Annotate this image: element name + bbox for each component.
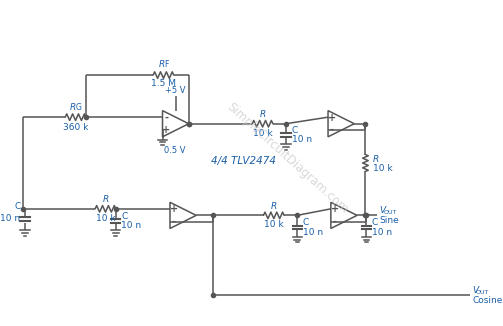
Text: C: C [292,126,298,135]
Text: OUT: OUT [383,210,396,215]
Text: 10 n: 10 n [0,214,20,223]
Text: 10 k: 10 k [96,214,115,223]
Text: -: - [332,216,337,226]
Text: V: V [379,206,386,215]
Text: R: R [158,60,164,69]
Text: 10 k: 10 k [373,164,392,173]
Text: R: R [373,155,379,164]
Text: V: V [472,286,478,295]
Text: C: C [372,218,378,227]
Text: SimpleCircuitDiagram.com: SimpleCircuitDiagram.com [224,100,351,216]
Text: -: - [330,125,334,135]
Text: Cosine: Cosine [472,296,502,305]
Text: R: R [260,110,266,119]
Text: -: - [172,216,176,226]
Text: C: C [303,218,309,227]
Text: 1.5 M: 1.5 M [151,79,176,88]
Text: OUT: OUT [476,289,489,295]
Text: R: R [271,201,277,211]
Text: +: + [170,204,178,215]
Text: R: R [102,195,109,204]
Text: 0.5 V: 0.5 V [164,146,186,156]
Text: 10 k: 10 k [253,128,273,138]
Text: 10 n: 10 n [372,228,392,237]
Text: +5 V: +5 V [165,86,186,96]
Text: -: - [164,113,168,123]
Text: C: C [14,202,20,212]
Text: R: R [69,103,76,112]
Text: +: + [330,204,339,215]
Text: C: C [121,212,128,221]
Text: F: F [164,60,169,69]
Text: 10 k: 10 k [264,220,284,229]
Text: +: + [162,125,171,135]
Text: 10 n: 10 n [292,135,312,144]
Text: 10 n: 10 n [303,228,323,237]
Text: 4/4 TLV2474: 4/4 TLV2474 [211,156,276,166]
Text: +: + [328,113,336,123]
Text: G: G [75,103,81,112]
Text: 10 n: 10 n [121,221,141,230]
Text: 360 k: 360 k [63,123,88,132]
Text: Sine: Sine [379,216,399,226]
